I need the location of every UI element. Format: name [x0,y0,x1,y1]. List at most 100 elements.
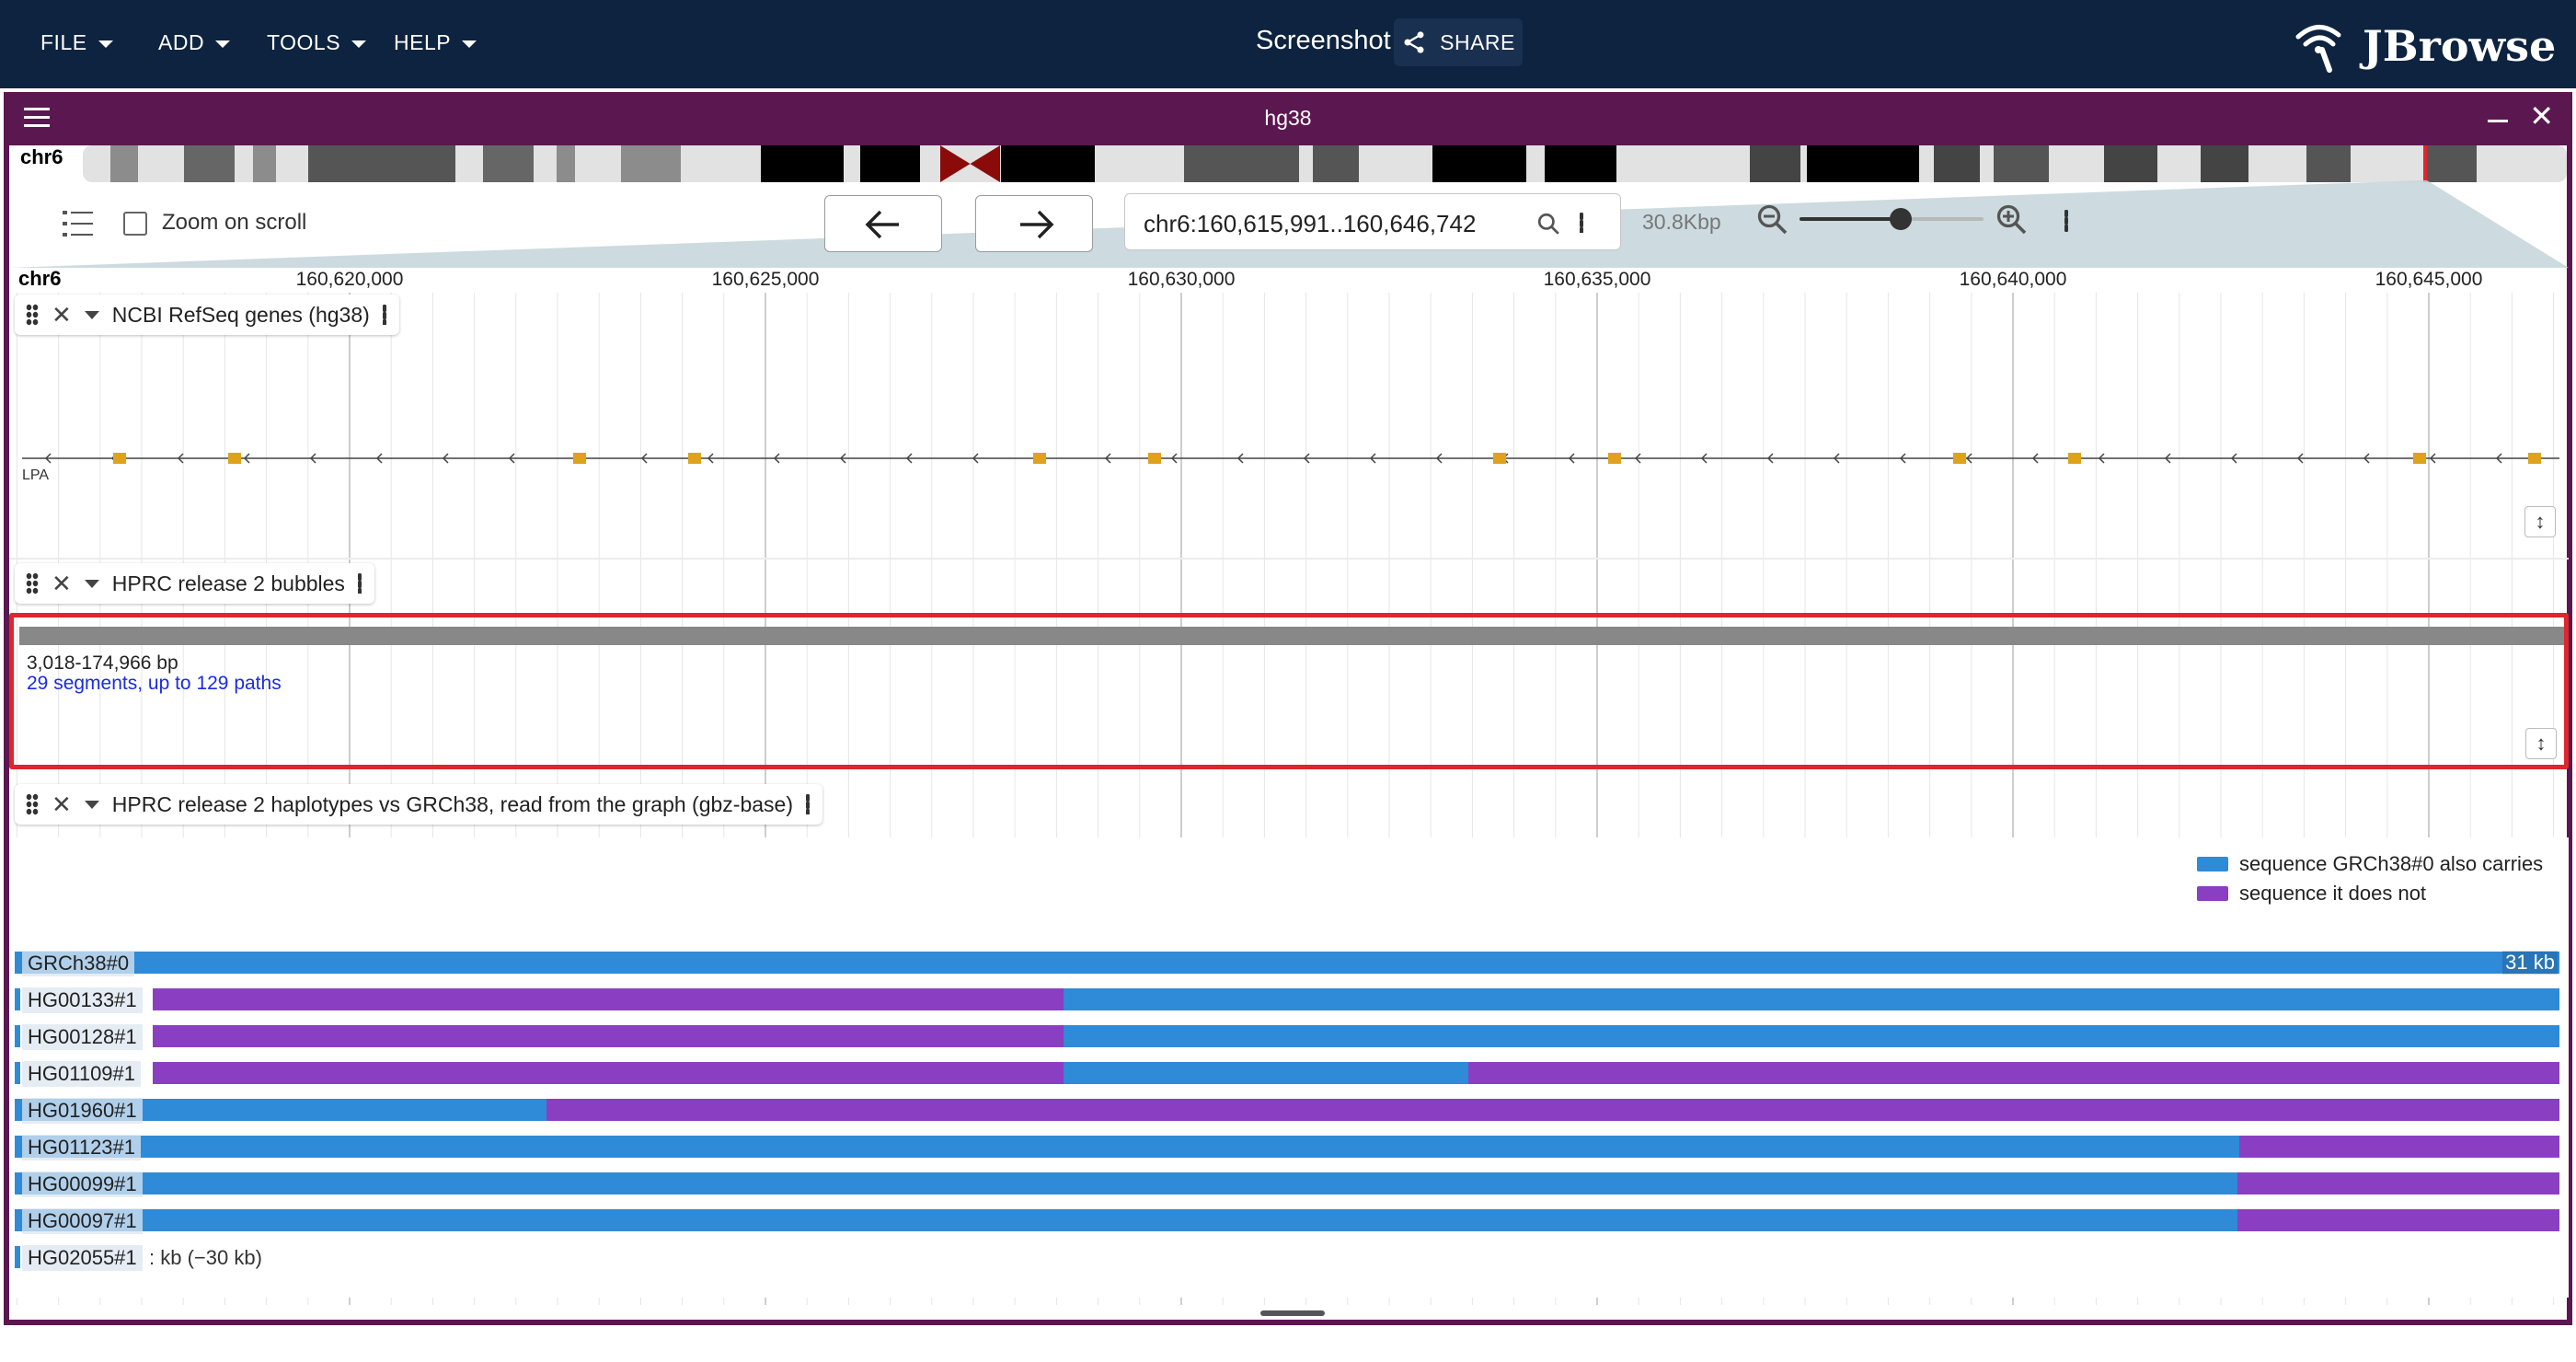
legend-item: sequence GRCh38#0 also carries [2197,852,2543,876]
resize-track-icon[interactable]: ↕ [2525,728,2557,759]
legend-swatch-carries [2197,857,2228,871]
menu-tools[interactable]: TOOLS [267,24,367,61]
drag-handle-icon[interactable] [26,793,39,815]
scroll-left-button[interactable] [824,195,942,252]
chevron-down-icon [462,40,477,48]
zoom-on-scroll-checkbox[interactable] [123,212,147,236]
view-options-icon[interactable] [2064,210,2068,232]
haplotype-row[interactable]: HG00128#1 [15,1024,2569,1050]
ruler-tick-label: 160,630,000 [1127,269,1236,290]
segment-does-not [2237,1209,2559,1231]
chevron-down-icon [351,40,367,48]
gene-exon [688,453,701,464]
chromosome-ideogram[interactable] [83,145,2567,182]
track-label-genes: ✕ NCBI RefSeq genes (hg38) [15,294,399,335]
view-menu-icon[interactable] [24,108,50,128]
ruler-tick-label: 160,640,000 [1959,269,2067,290]
view-scrollbar-handle[interactable] [1260,1310,1325,1316]
haplotype-row[interactable]: HG00133#1 [15,987,2569,1013]
resize-track-icon[interactable]: ↕ [2524,506,2556,537]
haplotype-note: : kb (−30 kb) [149,1246,262,1269]
strand-arrow [1369,453,1376,464]
strand-arrow [1104,453,1111,464]
bubble-feature[interactable] [19,627,2564,645]
gene-exon [113,453,126,464]
strand-arrow [309,453,316,464]
locstring-value: chr6:160,615,991..160,646,742 [1144,210,1477,237]
segment-carries [15,1025,20,1047]
share-button[interactable]: SHARE [1394,18,1523,66]
legend-item: sequence it does not [2197,882,2543,906]
strand-arrow [640,453,648,464]
track-menu-icon[interactable] [357,573,362,594]
strand-arrow [2230,453,2237,464]
haplotype-row[interactable]: HG00099#1 [15,1172,2569,1197]
drag-handle-icon[interactable] [26,304,39,326]
zoom-in-icon[interactable] [1995,202,2028,236]
drag-handle-icon[interactable] [26,572,39,594]
bubble-highlight: 3,018-174,966 bp 29 segments, up to 129 … [9,613,2569,769]
close-track-icon[interactable]: ✕ [52,790,72,818]
strand-arrow [2296,453,2304,464]
track-label-bubbles: ✕ HPRC release 2 bubbles [15,563,374,604]
segment-does-not [2237,1172,2559,1195]
haplotype-row[interactable]: HG02055#1 : kb (−30 kb) [15,1245,2569,1271]
gene-exon [1033,453,1046,464]
strand-arrow [2098,453,2105,464]
track-dropdown-icon[interactable] [84,310,99,319]
close-track-icon[interactable]: ✕ [52,300,72,329]
track-selector-icon[interactable] [63,208,94,239]
close-track-icon[interactable]: ✕ [52,569,72,597]
share-icon [1404,31,1424,53]
haplotype-row[interactable]: HG01109#1 [15,1061,2569,1087]
ideogram-chr-label: chr6 [20,145,63,168]
zoom-slider[interactable] [1800,208,1984,230]
scroll-right-button[interactable] [975,195,1093,252]
share-label: SHARE [1440,29,1515,54]
track-menu-icon[interactable] [806,794,810,814]
strand-arrow [44,453,52,464]
gene-exon [2528,453,2541,464]
session-title[interactable]: Screenshot [1256,26,1391,55]
locstring-options-icon[interactable] [1580,213,1583,233]
strand-arrow [1899,453,1906,464]
segment-carries [15,1062,20,1084]
zoom-slider-thumb[interactable] [1890,208,1912,230]
menu-tools-label: TOOLS [267,29,341,54]
haplotype-row[interactable]: HG01123#1 [15,1135,2569,1160]
logo-text: JBrowse [2363,21,2557,71]
gene-feature-lpa[interactable] [9,440,2569,477]
strand-arrow [1170,453,1178,464]
track-menu-icon[interactable] [382,305,386,325]
haplotype-row[interactable]: HG00097#1 [15,1208,2569,1234]
minimize-icon[interactable] [2488,120,2508,122]
menu-help[interactable]: HELP [394,24,477,61]
strand-arrow [2495,453,2502,464]
segment-carries [15,988,20,1010]
arrow-right-icon [1020,210,1054,239]
strand-arrow [905,453,913,464]
search-icon[interactable] [1536,212,1560,236]
haplotype-row[interactable]: GRCh38#0 31 kb [15,951,2569,976]
segment-carries [15,1246,20,1268]
track-dropdown-icon[interactable] [84,579,99,588]
zoom-out-icon[interactable] [1755,202,1788,236]
legend-swatch-does-not [2197,886,2228,901]
bubble-summary-link[interactable]: 29 segments, up to 129 paths [27,673,282,694]
segment-carries [15,1209,2237,1231]
haplotype-row[interactable]: HG01960#1 [15,1098,2569,1124]
menu-file[interactable]: FILE [40,24,113,61]
track-dropdown-icon[interactable] [84,800,99,809]
menu-add[interactable]: ADD [158,24,231,61]
strand-arrow [442,453,449,464]
ruler-tick-label: 160,645,000 [2375,269,2483,290]
haplotype-legend: sequence GRCh38#0 also carries sequence … [2197,852,2543,911]
haplotype-label: GRCh38#0 [22,951,135,976]
strand-arrow [773,453,780,464]
view-title[interactable]: hg38 [1264,106,1312,130]
close-icon[interactable]: ✕ [2529,99,2554,133]
segment-carries [1064,988,2559,1010]
strand-arrow [839,453,846,464]
locstring-input[interactable]: chr6:160,615,991..160,646,742 [1124,193,1621,250]
gene-exon [2413,453,2426,464]
